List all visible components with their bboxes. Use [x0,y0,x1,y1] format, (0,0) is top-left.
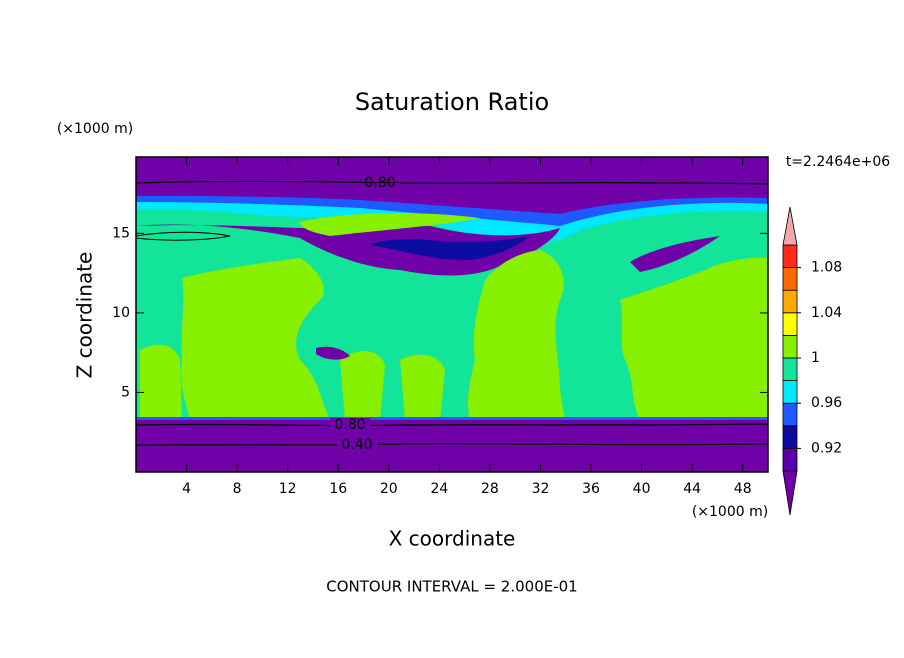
y-tick-label: 5 [121,384,130,400]
x-tick-label: 16 [329,481,347,497]
label-bg [360,183,400,197]
field-purple-low [136,420,768,472]
x-tick-label: 24 [430,481,448,497]
colorbar-label: 0.96 [811,395,842,411]
footer: CONTOUR INTERVAL = 2.000E-01 [326,578,577,596]
label-bg [330,418,370,432]
contour-label: 0.80 [364,175,395,191]
colorbar-box [782,425,798,449]
x-tick-label: 32 [532,481,550,497]
contour-line [136,231,231,241]
colorbar-above [782,206,798,246]
colorbar-box [782,334,798,359]
field-dark [370,236,530,261]
x-tick-label: 20 [380,481,398,497]
field-green-5 [340,350,385,420]
x-tick-label: 36 [582,481,600,497]
field-green-6 [400,354,445,420]
contour-field [136,157,768,472]
x-tick-label: 40 [633,481,651,497]
chart-title: Saturation Ratio [355,88,549,116]
field-purple-top [136,157,768,214]
field-blue-low [136,417,768,421]
field-green-1 [180,258,330,420]
x-tick-label: 28 [481,481,499,497]
x-tick-label: 12 [279,481,297,497]
contour-line [136,443,768,446]
x-tick-label: 4 [182,481,191,497]
colorbar-box [782,380,798,404]
y-tick-label: 10 [112,305,130,321]
x-tick-label: 44 [683,481,701,497]
field-green-3 [620,257,768,420]
x-tick-label: 48 [734,481,752,497]
colorbar-below [782,470,798,516]
field-purple-spot [316,346,350,360]
colorbar-box [782,312,798,336]
x-axis-label: X coordinate [389,527,516,551]
colorbar-box [782,357,798,382]
label-bg [337,438,377,452]
plot-frame [135,156,769,473]
contour-line [136,423,768,427]
y-tick-label: 15 [112,225,130,241]
contour-line [136,180,768,185]
time-label: t=2.2464e+06 [786,154,890,170]
colorbar-box [782,289,798,314]
contour-label: 0.80 [334,417,365,433]
field-green-4 [140,344,182,420]
x-units: (×1000 m) [692,504,768,520]
colorbar-label: 1.08 [811,260,842,276]
colorbar-label: 0.92 [811,440,842,456]
colorbar-box [782,267,798,291]
contour-label: 0.40 [341,437,372,453]
x-tick-label: 8 [233,481,242,497]
y-units: (×1000 m) [57,121,133,137]
field-green-top [300,213,480,236]
field-purple-mid [136,224,560,276]
y-axis-label: Z coordinate [73,252,97,379]
field-green-2 [467,250,565,420]
colorbar-label: 1.04 [811,305,842,321]
colorbar-box [782,402,798,427]
field-purple-right [630,236,720,272]
colorbar-box [782,447,798,472]
colorbar-label: 1 [811,350,820,366]
colorbar-box [782,244,798,269]
